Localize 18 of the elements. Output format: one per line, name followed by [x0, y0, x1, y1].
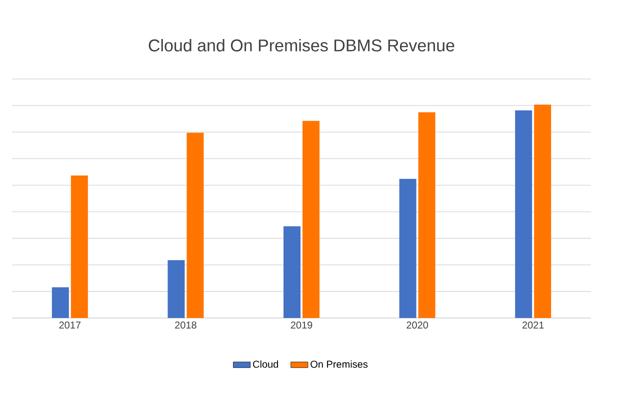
bar [515, 110, 532, 318]
x-tick-label: 2019 [290, 322, 312, 329]
bar [284, 226, 300, 318]
bar [70, 175, 88, 318]
bar [168, 260, 185, 318]
bar [418, 112, 436, 318]
chart-title: Cloud and On Premises DBMS Revenue [148, 38, 454, 52]
bar [302, 120, 320, 318]
legend-label: Cloud [253, 360, 278, 368]
x-tick-label: 2018 [175, 322, 196, 329]
bar [52, 287, 69, 318]
x-tick-label: 2021 [522, 322, 544, 329]
legend-label: On Premises [310, 360, 368, 368]
x-tick-label: 2020 [406, 322, 428, 329]
x-tick-label: 2017 [59, 322, 81, 329]
bar [186, 132, 204, 318]
bar [399, 178, 416, 318]
bar [534, 104, 552, 318]
